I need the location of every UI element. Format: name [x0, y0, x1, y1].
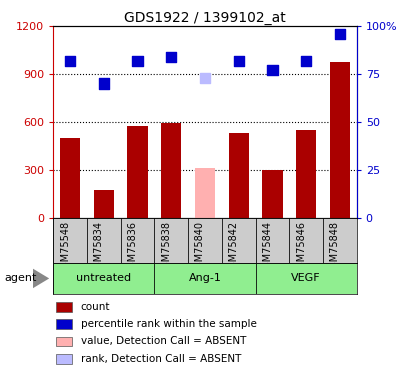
Bar [194, 168, 215, 217]
Polygon shape [33, 268, 49, 288]
Bar [127, 126, 147, 218]
Text: GDS1922 / 1399102_at: GDS1922 / 1399102_at [124, 11, 285, 25]
Bar [154, 217, 188, 262]
Bar [53, 217, 87, 262]
Text: GSM75834: GSM75834 [94, 221, 103, 274]
Bar [228, 133, 248, 218]
Text: agent: agent [4, 273, 36, 284]
Point [235, 58, 241, 64]
Bar [154, 262, 255, 294]
Bar [56, 302, 71, 312]
Text: GSM75836: GSM75836 [127, 221, 137, 274]
Bar [87, 217, 120, 262]
Point [100, 81, 107, 87]
Bar [120, 217, 154, 262]
Text: GSM75842: GSM75842 [228, 221, 238, 274]
Bar [94, 190, 114, 217]
Bar [289, 217, 322, 262]
Bar [255, 262, 356, 294]
Point [302, 58, 309, 64]
Bar [295, 130, 315, 218]
Bar [161, 123, 181, 218]
Text: GSM75846: GSM75846 [295, 221, 306, 274]
Point [268, 67, 275, 73]
Bar [56, 337, 71, 346]
Text: rank, Detection Call = ABSENT: rank, Detection Call = ABSENT [81, 354, 240, 364]
Point [168, 54, 174, 60]
Point [67, 58, 73, 64]
Bar [329, 62, 349, 217]
Bar [56, 354, 71, 364]
Bar [255, 217, 289, 262]
Bar [322, 217, 356, 262]
Bar [60, 138, 80, 218]
Bar [53, 262, 154, 294]
Point [134, 58, 141, 64]
Text: percentile rank within the sample: percentile rank within the sample [81, 319, 256, 329]
Point [336, 31, 342, 37]
Text: value, Detection Call = ABSENT: value, Detection Call = ABSENT [81, 336, 245, 346]
Text: GSM75548: GSM75548 [60, 221, 70, 274]
Point [201, 75, 208, 81]
Bar [56, 319, 71, 329]
Text: GSM75840: GSM75840 [195, 221, 204, 274]
Bar [262, 171, 282, 217]
Text: VEGF: VEGF [291, 273, 320, 284]
Text: GSM75848: GSM75848 [329, 221, 339, 274]
Text: Ang-1: Ang-1 [188, 273, 221, 284]
Bar [188, 217, 221, 262]
Text: GSM75838: GSM75838 [161, 221, 171, 274]
Bar [221, 217, 255, 262]
Text: GSM75844: GSM75844 [262, 221, 272, 274]
Text: count: count [81, 302, 110, 312]
Text: untreated: untreated [76, 273, 131, 284]
